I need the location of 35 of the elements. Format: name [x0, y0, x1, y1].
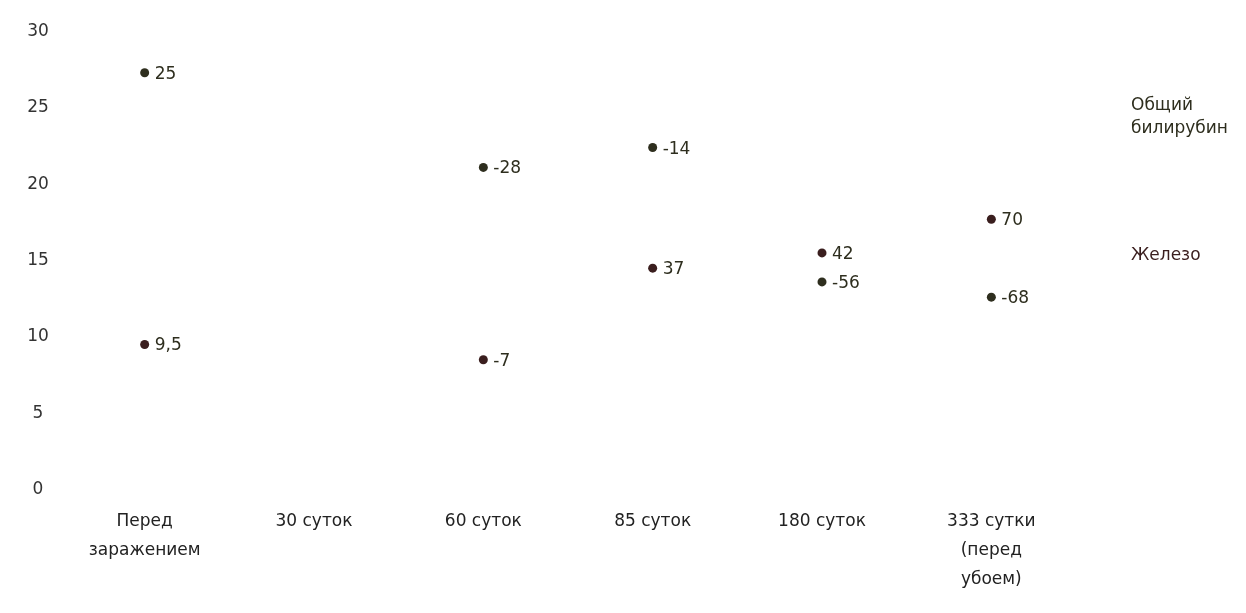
- x-tick-label: Перед заражением: [88, 510, 201, 559]
- point: [140, 68, 150, 78]
- y-tick-label: 10: [27, 325, 49, 346]
- y-tick-label: 25: [27, 96, 49, 117]
- annotation: 70: [1001, 209, 1023, 230]
- annotation: -28: [493, 157, 522, 178]
- x-tick-label: 333 сутки (перед убоем): [947, 510, 1036, 588]
- point: [478, 162, 488, 172]
- point: [478, 355, 488, 365]
- x-tick-label: 30 суток: [275, 510, 353, 530]
- y-tick-label: 15: [27, 248, 49, 269]
- y-tick-label: 20: [27, 172, 49, 193]
- point: [140, 339, 150, 349]
- annotation: -56: [832, 271, 860, 292]
- x-tick-label: 85 суток: [614, 510, 692, 530]
- annotation: 37: [662, 258, 685, 279]
- y-tick-label: 30: [27, 19, 49, 40]
- point: [817, 248, 827, 258]
- point: [986, 292, 996, 302]
- annotation: 42: [832, 242, 854, 263]
- point: [648, 143, 658, 153]
- annotation: 25: [154, 62, 177, 83]
- point: [817, 277, 827, 287]
- y-tick-label: 0: [32, 477, 44, 498]
- text: Железо: [1131, 244, 1201, 264]
- annotation: 9,5: [154, 334, 182, 355]
- annotation: -7: [493, 349, 511, 370]
- point: [986, 214, 996, 224]
- x-tick-label: 180 суток: [778, 510, 866, 530]
- annotation: -68: [1001, 287, 1030, 308]
- annotation: -14: [662, 137, 691, 158]
- point: [648, 263, 658, 273]
- text: Общий билирубин: [1131, 94, 1228, 137]
- y-tick-label: 5: [32, 401, 44, 422]
- x-tick-label: 60 суток: [444, 510, 522, 530]
